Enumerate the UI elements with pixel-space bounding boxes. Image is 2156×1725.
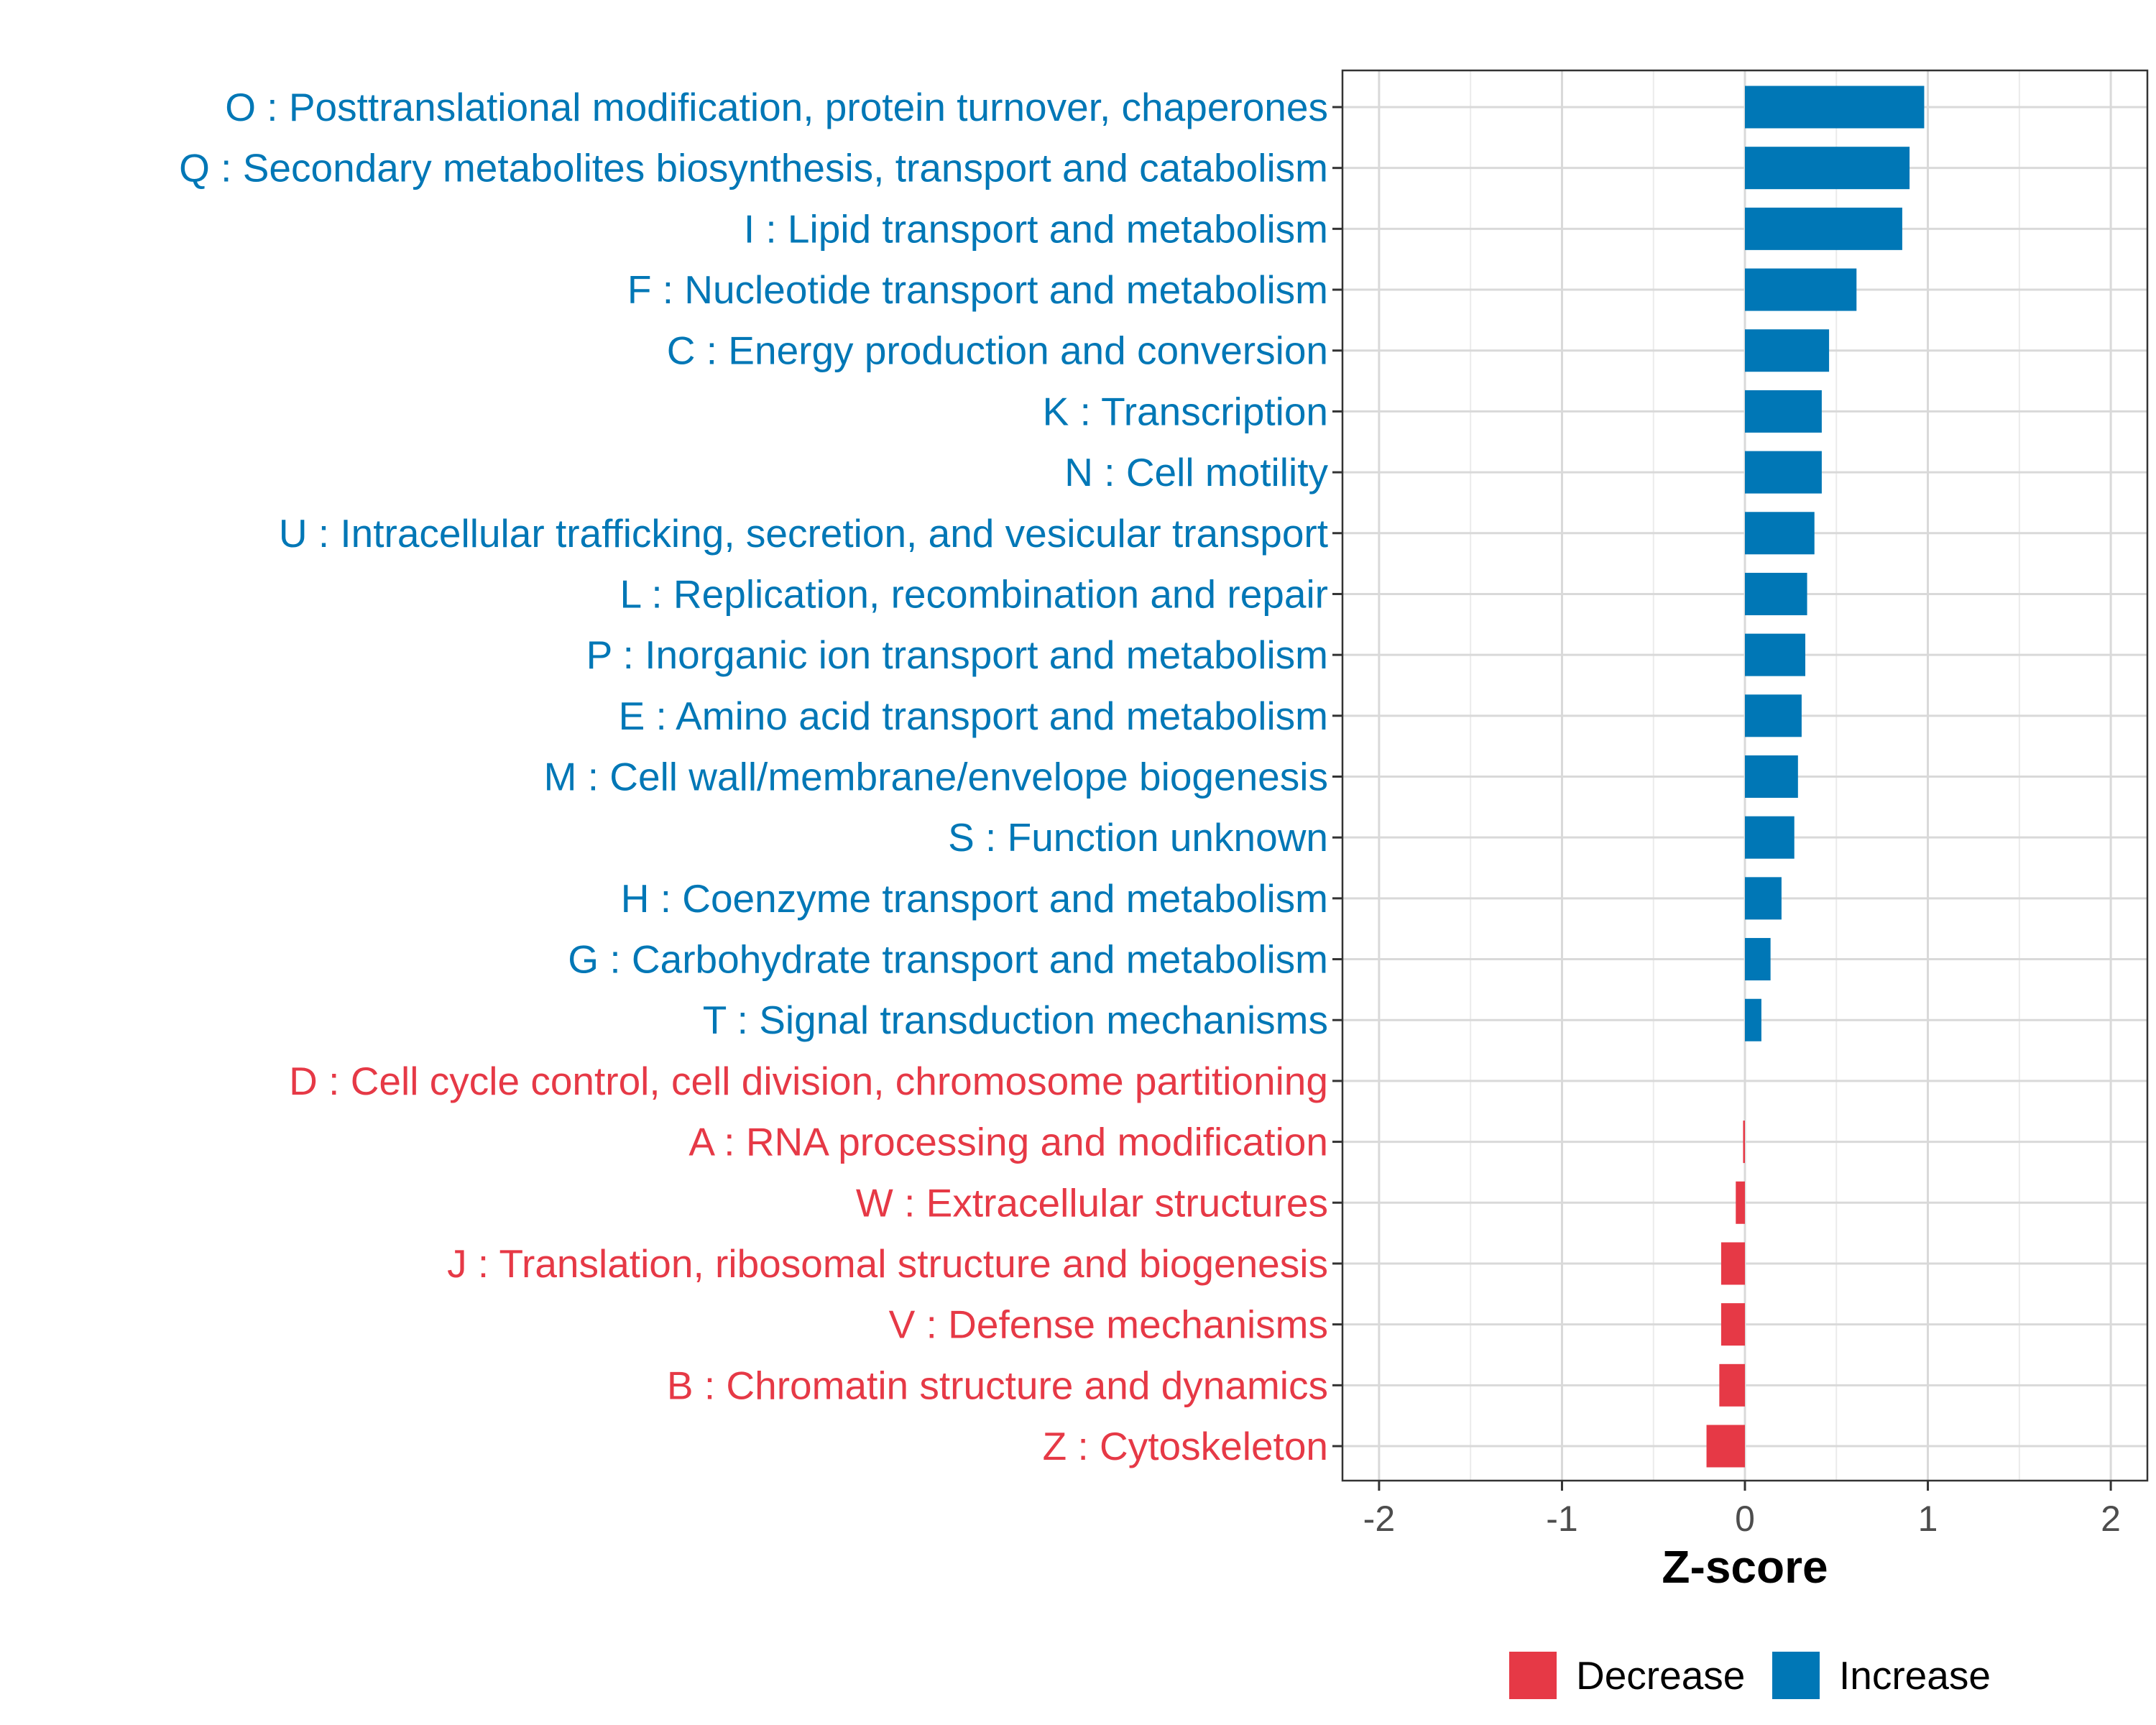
- legend: Decrease Increase: [1509, 1652, 1991, 1699]
- category-label: A : RNA processing and modification: [688, 1120, 1328, 1164]
- category-label: I : Lipid transport and metabolism: [744, 206, 1328, 251]
- category-label: H : Coenzyme transport and metabolism: [621, 876, 1328, 921]
- category-label: N : Cell motility: [1064, 450, 1328, 494]
- bar: [1745, 755, 1798, 798]
- bar: [1743, 1121, 1745, 1164]
- category-label: T : Signal transduction mechanisms: [703, 998, 1328, 1042]
- bar: [1745, 877, 1782, 920]
- bar: [1720, 1303, 1745, 1346]
- x-tick-label: -1: [1546, 1499, 1577, 1539]
- category-label: V : Defense mechanisms: [889, 1302, 1328, 1347]
- x-tick-label: -2: [1363, 1499, 1395, 1539]
- bar: [1736, 1181, 1745, 1224]
- category-label: Q : Secondary metabolites biosynthesis, …: [179, 146, 1328, 190]
- bar: [1719, 1363, 1745, 1407]
- category-label: E : Amino acid transport and metabolism: [619, 694, 1328, 738]
- bar: [1745, 329, 1830, 372]
- category-label: J : Translation, ribosomal structure and…: [447, 1241, 1328, 1286]
- x-tick-label: 1: [1918, 1499, 1938, 1539]
- x-tick-label: 2: [2101, 1499, 2121, 1539]
- bar: [1745, 207, 1902, 250]
- x-axis-title: Z-score: [1662, 1541, 1828, 1593]
- category-label: F : Nucleotide transport and metabolism: [627, 267, 1328, 312]
- category-label: P : Inorganic ion transport and metaboli…: [586, 632, 1328, 677]
- category-label: K : Transcription: [1043, 389, 1328, 433]
- bar: [1745, 998, 1761, 1041]
- category-label: L : Replication, recombination and repai…: [620, 571, 1328, 616]
- x-tick-label: 0: [1735, 1499, 1755, 1539]
- category-label: B : Chromatin structure and dynamics: [667, 1363, 1328, 1407]
- bar: [1745, 938, 1771, 981]
- category-label: M : Cell wall/membrane/envelope biogenes…: [544, 755, 1328, 799]
- bar: [1745, 147, 1910, 190]
- bar: [1745, 572, 1807, 615]
- legend-label: Increase: [1839, 1653, 1991, 1698]
- category-label: Z : Cytoskeleton: [1043, 1424, 1328, 1468]
- bar: [1745, 86, 1925, 129]
- bar: [1745, 633, 1805, 676]
- bar: [1745, 694, 1802, 737]
- bar: [1745, 390, 1822, 433]
- bar: [1745, 512, 1815, 555]
- bar: [1745, 451, 1822, 494]
- bar: [1706, 1425, 1745, 1468]
- category-label: O : Posttranslational modification, prot…: [225, 85, 1328, 129]
- legend-swatch: [1772, 1652, 1820, 1699]
- bar-layer: [1706, 86, 1925, 1468]
- bar: [1745, 268, 1857, 311]
- category-label: W : Extracellular structures: [856, 1180, 1328, 1225]
- bar: [1720, 1242, 1745, 1285]
- legend-swatch: [1509, 1652, 1557, 1699]
- category-label: S : Function unknown: [948, 815, 1328, 860]
- category-label: D : Cell cycle control, cell division, c…: [289, 1059, 1328, 1103]
- category-labels: O : Posttranslational modification, prot…: [179, 85, 1328, 1468]
- category-label: G : Carbohydrate transport and metabolis…: [568, 937, 1328, 982]
- tick-layer: -2 -1 0 1 2: [1332, 106, 2121, 1539]
- category-label: C : Energy production and conversion: [667, 328, 1328, 373]
- category-label: U : Intracellular trafficking, secretion…: [279, 511, 1328, 556]
- legend-label: Decrease: [1576, 1653, 1745, 1698]
- bar: [1745, 816, 1795, 859]
